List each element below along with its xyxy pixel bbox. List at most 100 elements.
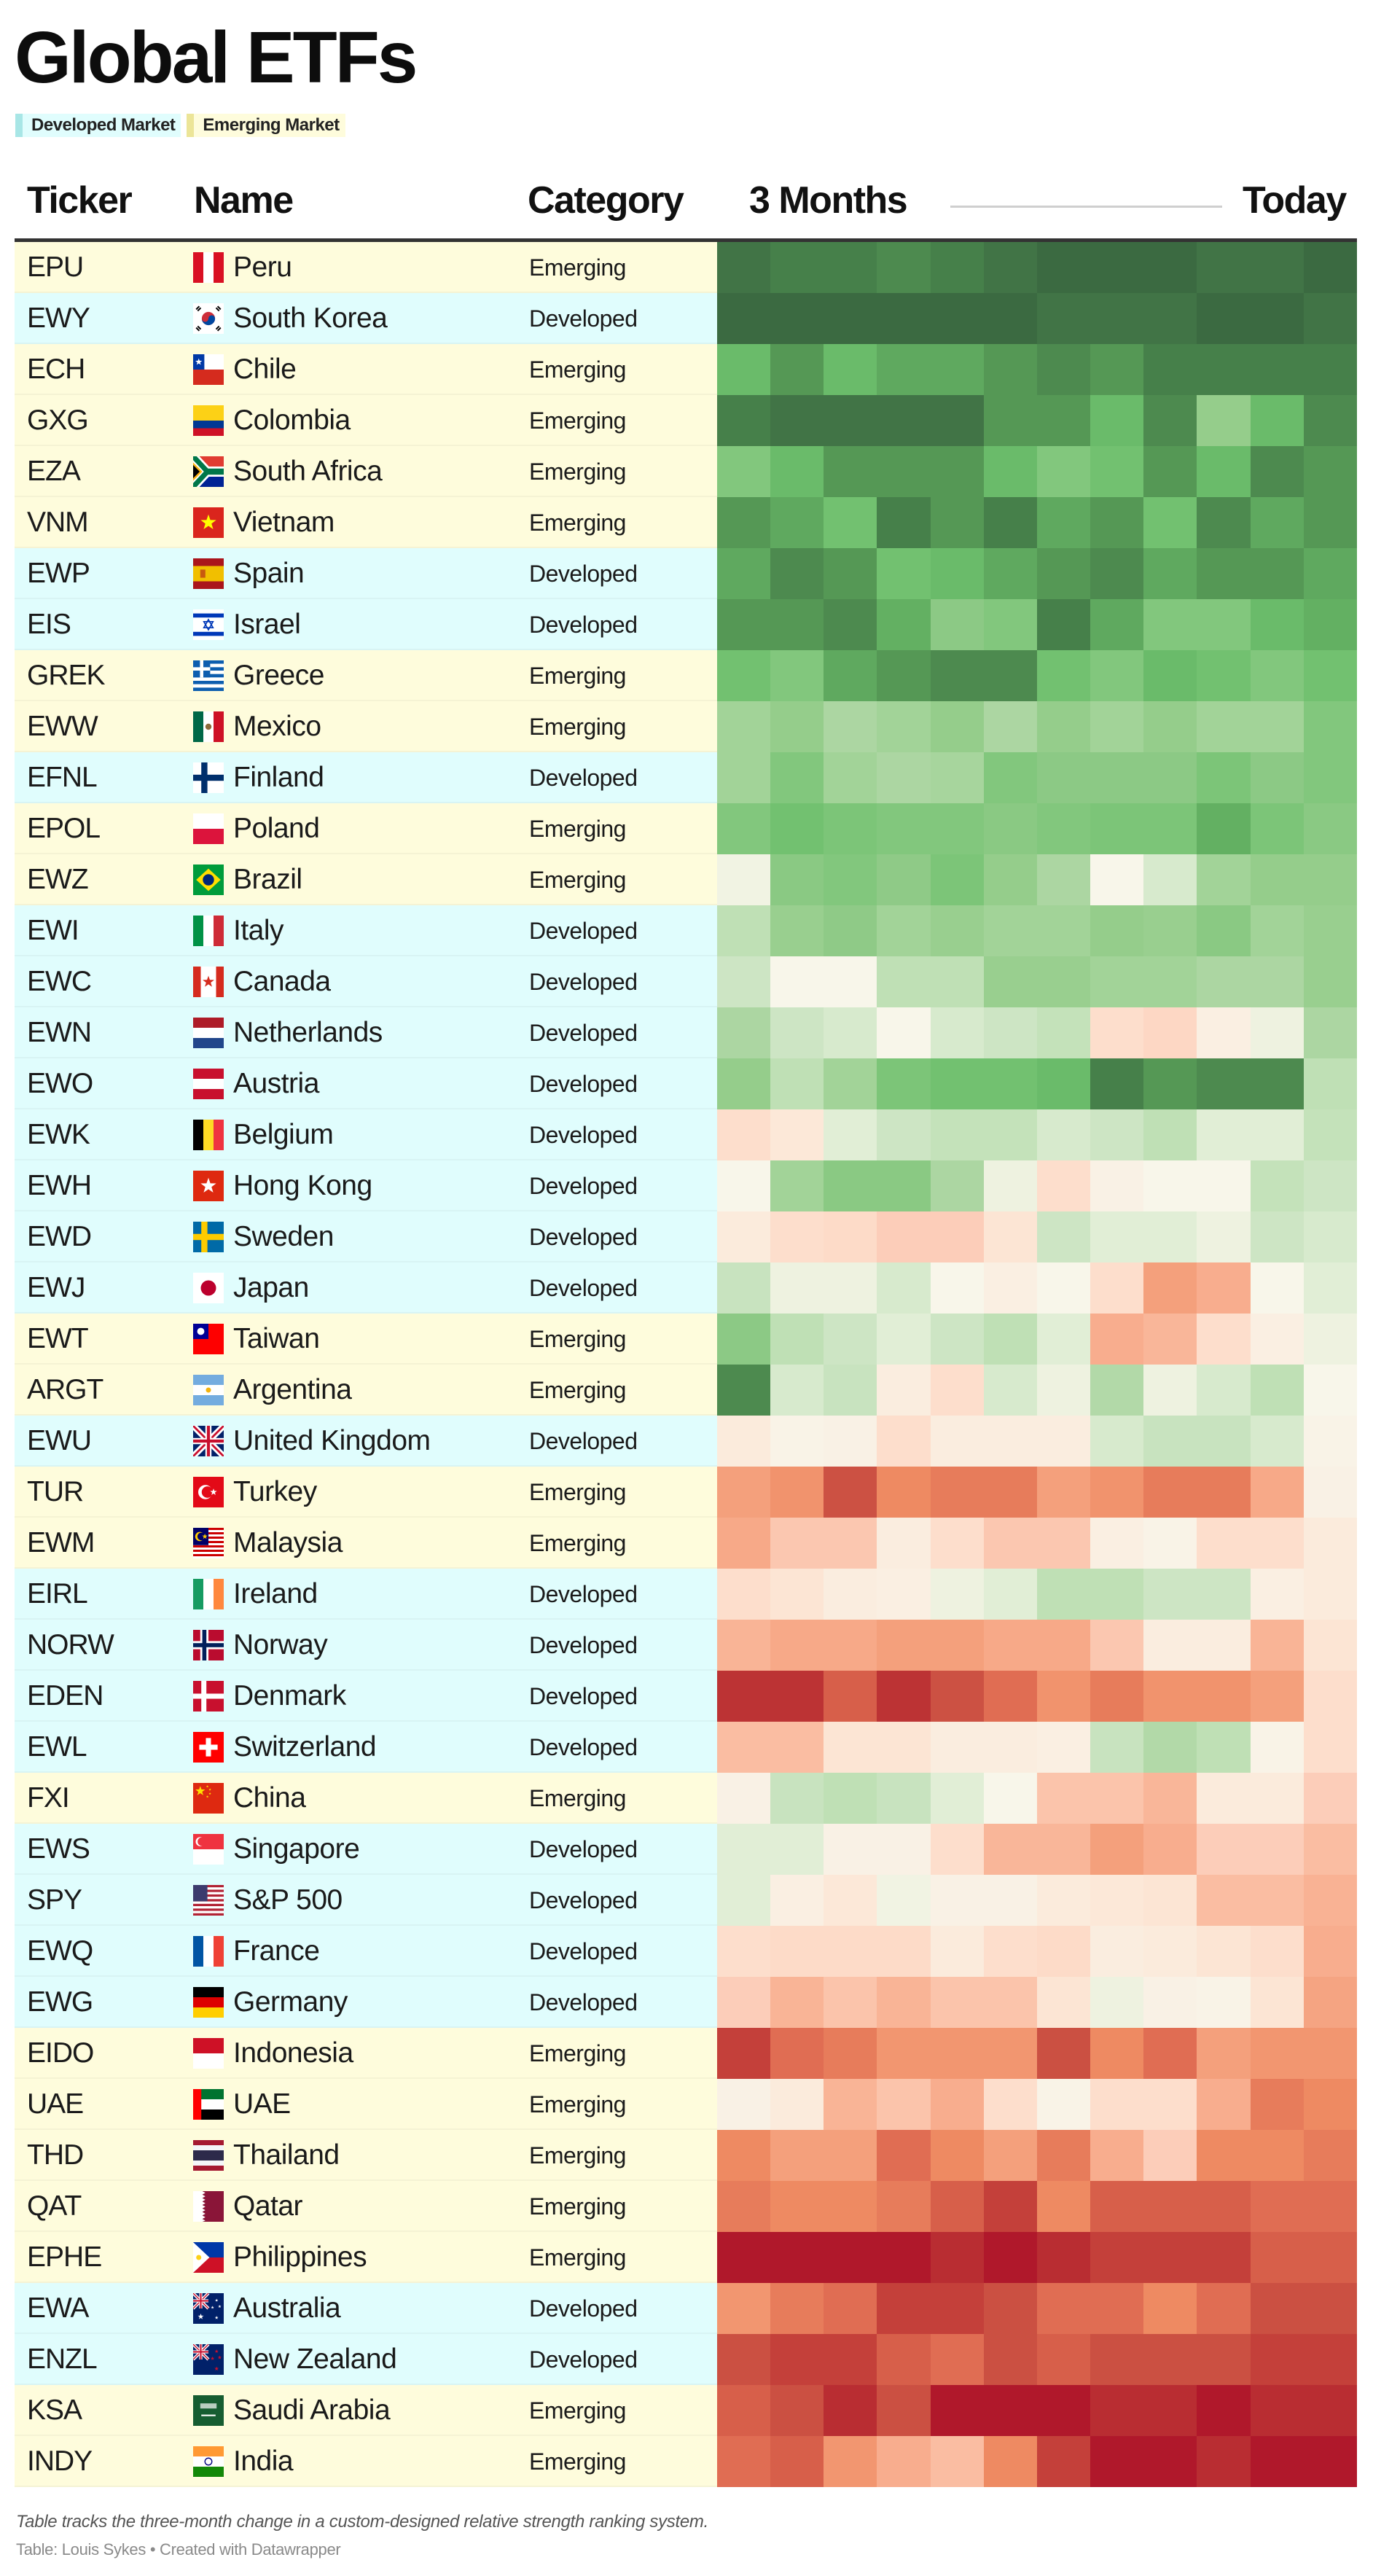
heatmap-cell <box>1303 2436 1357 2487</box>
heatmap-cell <box>770 1109 824 1160</box>
heatmap-cell <box>1250 242 1304 293</box>
heatmap-cell <box>1303 701 1357 752</box>
heatmap-cell <box>770 2232 824 2283</box>
heatmap-cell <box>983 1467 1037 1518</box>
table-row: GXG Colombia Emerging <box>15 395 1357 446</box>
legend-emerging-market: Emerging Market <box>187 114 345 137</box>
heatmap-cell <box>877 1467 931 1518</box>
category-cell: Developed <box>529 1224 638 1250</box>
heatmap-cell <box>824 1467 877 1518</box>
heatmap-cell <box>983 497 1037 548</box>
heatmap-cell <box>824 446 877 497</box>
heatmap-cell <box>1250 2079 1304 2130</box>
heatmap-cell <box>1090 1875 1144 1926</box>
table-row: EWI Italy Developed <box>15 905 1357 956</box>
heatmap-row <box>717 242 1357 293</box>
table-row: EWW Mexico Emerging <box>15 701 1357 752</box>
name-cell: Mexico <box>233 711 321 742</box>
heatmap-cell <box>717 2028 771 2079</box>
heatmap-cell <box>1303 1824 1357 1875</box>
column-header-ticker[interactable]: Ticker <box>27 179 133 222</box>
france-flag-icon <box>193 1936 224 1967</box>
heatmap-cell <box>1303 1109 1357 1160</box>
heatmap-cell <box>930 2232 984 2283</box>
heatmap-cell <box>824 650 877 701</box>
category-cell: Emerging <box>529 356 626 383</box>
heatmap-cell <box>1303 1314 1357 1365</box>
heatmap-cell <box>930 854 984 905</box>
category-cell: Emerging <box>529 2397 626 2424</box>
table-row: EWU United Kingdom Developed <box>15 1416 1357 1467</box>
heatmap-cell <box>1250 1671 1304 1722</box>
column-header-name[interactable]: Name <box>194 179 294 222</box>
heatmap-cell <box>1090 1671 1144 1722</box>
heatmap-cell <box>1036 1773 1091 1824</box>
heatmap-cell <box>877 395 931 446</box>
ticker-cell: EWK <box>27 1119 90 1150</box>
category-cell: Developed <box>529 1428 638 1454</box>
heatmap-cell <box>877 1211 931 1262</box>
heatmap-cell <box>877 2385 931 2436</box>
heatmap-cell <box>1036 752 1091 803</box>
heatmap-cell <box>877 1007 931 1058</box>
heatmap-cell <box>1250 1262 1304 1314</box>
ticker-cell: EWU <box>27 1425 92 1456</box>
ticker-cell: EPOL <box>27 813 101 844</box>
heatmap-cell <box>983 650 1037 701</box>
heatmap-cell <box>1250 548 1304 599</box>
name-cell: Germany <box>233 1986 348 2018</box>
heatmap-cell <box>770 1875 824 1926</box>
heatmap-cell <box>1250 956 1304 1007</box>
table-row: UAE UAE Emerging <box>15 2079 1357 2130</box>
heatmap-cell <box>877 1160 931 1211</box>
heatmap-cell <box>983 1926 1037 1977</box>
name-cell: Denmark <box>233 1680 346 1712</box>
heatmap-cell <box>1143 599 1197 650</box>
heatmap-cell <box>770 2028 824 2079</box>
heatmap-cell <box>1090 2436 1144 2487</box>
column-header-category[interactable]: Category <box>528 179 684 222</box>
heatmap-cell <box>1303 803 1357 854</box>
heatmap-cell <box>930 599 984 650</box>
heatmap-cell <box>1143 293 1197 344</box>
heatmap-cell <box>1036 2181 1091 2232</box>
heatmap-cell <box>824 1058 877 1109</box>
heatmap-cell <box>1036 1977 1091 2028</box>
heatmap-cell <box>983 1314 1037 1365</box>
name-cell: New Zealand <box>233 2343 397 2375</box>
heatmap-cell <box>1143 2181 1197 2232</box>
heatmap-cell <box>1036 2130 1091 2181</box>
heatmap-cell <box>1090 1314 1144 1365</box>
heatmap-cell <box>1090 752 1144 803</box>
heatmap-cell <box>1303 2130 1357 2181</box>
heatmap-cell <box>770 1620 824 1671</box>
table-row: EPOL Poland Emerging <box>15 803 1357 854</box>
ticker-cell: ECH <box>27 354 85 385</box>
heatmap-row <box>717 1467 1357 1518</box>
heatmap-cell <box>1143 2130 1197 2181</box>
table-row: KSA Saudi Arabia Emerging <box>15 2385 1357 2436</box>
heatmap-cell <box>770 2181 824 2232</box>
heatmap-row <box>717 803 1357 854</box>
category-cell: Developed <box>529 1071 638 1097</box>
heatmap-cell <box>1197 497 1251 548</box>
heatmap-cell <box>877 1314 931 1365</box>
heatmap-row <box>717 1773 1357 1824</box>
heatmap-cell <box>824 1620 877 1671</box>
category-cell: Emerging <box>529 2040 626 2066</box>
table-row: EWJ Japan Developed <box>15 1262 1357 1314</box>
table-row: EZA South Africa Emerging <box>15 446 1357 497</box>
name-cell: Turkey <box>233 1476 317 1507</box>
heatmap-cell <box>930 752 984 803</box>
heatmap-cell <box>1036 1058 1091 1109</box>
poland-flag-icon <box>193 813 224 844</box>
heatmap-row <box>717 2130 1357 2181</box>
name-cell: Italy <box>233 915 284 946</box>
heatmap-cell <box>1143 1058 1197 1109</box>
heatmap-cell <box>877 344 931 395</box>
heatmap-cell <box>717 1160 771 1211</box>
taiwan-flag-icon <box>193 1324 224 1354</box>
heatmap-row <box>717 1671 1357 1722</box>
heatmap-cell <box>1197 1518 1251 1569</box>
heatmap-cell <box>1090 1824 1144 1875</box>
